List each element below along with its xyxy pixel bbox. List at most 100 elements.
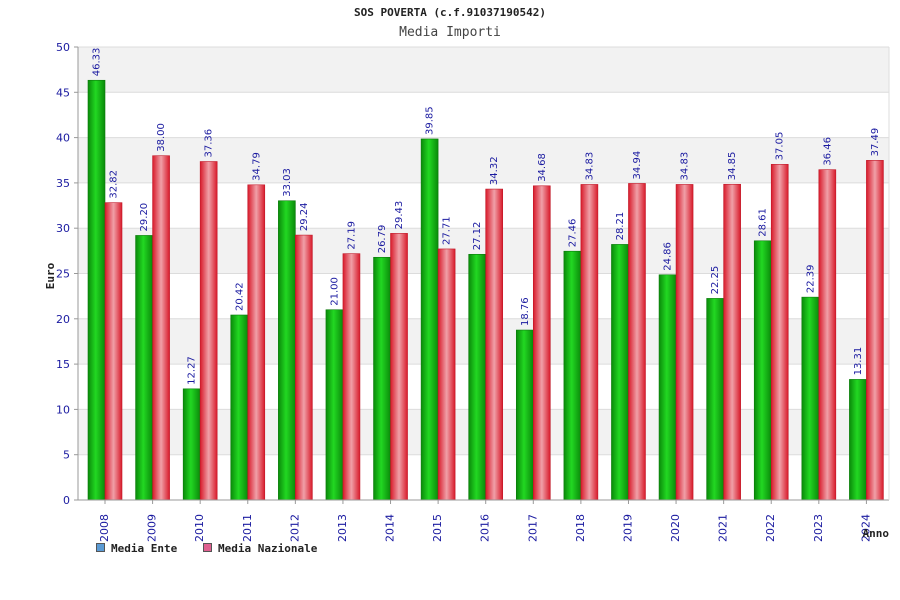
data-label-media-nazionale: 37.49 [870,128,881,157]
x-tick-label: 2013 [336,514,349,542]
data-label-media-nazionale: 32.82 [109,170,120,199]
bar-media-nazionale [675,184,694,501]
data-label-media-nazionale: 37.05 [775,132,786,161]
data-label-media-ente: 27.46 [567,219,578,248]
data-label-media-ente: 18.76 [520,297,531,326]
legend-label-media-nazionale: Media Nazionale [218,542,318,555]
x-tick-label: 2011 [241,514,254,542]
data-label-media-nazionale: 34.94 [632,151,643,180]
y-tick-label: 40 [56,132,70,145]
bar-media-ente [230,314,249,501]
data-label-media-nazionale: 29.43 [394,201,405,230]
bar-media-nazionale [104,202,123,501]
data-label-media-nazionale: 34.79 [251,152,262,181]
data-label-media-nazionale: 36.46 [822,137,833,166]
x-tick-label: 2012 [288,514,301,542]
y-tick-label: 25 [56,268,70,281]
y-tick-label: 45 [56,86,70,99]
bar-media-nazionale [247,184,266,501]
bar-media-ente [801,296,820,501]
data-label-media-nazionale: 34.83 [680,152,691,181]
y-tick-label: 30 [56,222,70,235]
bar-media-ente [658,274,677,501]
x-tick-label: 2022 [764,514,777,542]
bar-media-ente [563,250,582,501]
x-tick-label: 2015 [431,514,444,542]
legend-swatch-media-ente [96,543,105,552]
bar-media-ente [468,253,487,501]
bar-media-nazionale [723,183,741,501]
y-tick-label: 35 [56,177,70,190]
y-tick-label: 15 [56,358,70,371]
bar-media-nazionale [770,164,789,501]
bar-media-ente [753,240,772,501]
bar-media-nazionale [580,184,599,501]
legend-item-media-nazionale: Media Nazionale [203,542,317,555]
chart-title: SOS POVERTA (c.f.91037190542) [353,6,547,19]
data-label-media-nazionale: 34.68 [537,153,548,182]
x-tick-label: 2008 [98,514,111,542]
data-label-media-ente: 33.03 [282,168,293,197]
legend-swatch-media-nazionale [203,543,212,552]
bar-media-nazionale [532,185,551,501]
bar-media-nazionale [485,188,504,501]
x-axis-label: Anno [863,527,890,540]
bars-group [87,79,884,501]
x-tick-label: 2016 [479,514,492,542]
legend-label-media-ente: Media Ente [111,542,178,555]
data-label-media-nazionale: 34.83 [584,152,595,181]
axes: 0 5 10 15 20 25 30 35 40 45 50 2008 2009 2010 2011 2012… [56,41,890,542]
data-label-media-nazionale: 38.00 [156,123,167,152]
bar-media-nazionale [295,234,313,501]
bar-media-ente [611,244,629,501]
x-tick-label: 2014 [384,514,397,542]
data-label-media-nazionale: 29.24 [299,202,310,231]
x-tick-label: 2020 [669,514,682,542]
data-label-media-ente: 28.61 [758,208,769,237]
bar-media-nazionale [818,169,837,501]
x-tick-label: 2021 [717,514,730,542]
data-label-media-nazionale: 34.32 [489,156,500,185]
y-tick-label: 50 [56,41,70,54]
bar-media-ente [87,79,106,501]
data-labels: 46.33 32.82 29.20 38.00 12.27 37.36 20.42 34.79… [92,48,881,385]
bar-media-nazionale [628,183,646,501]
y-tick-label: 20 [56,313,70,326]
data-label-media-ente: 22.39 [805,265,816,294]
plot-band [78,47,889,93]
y-axis-label: Euro [44,262,57,289]
x-tick-label: 2024 [859,514,872,542]
data-label-media-nazionale: 34.85 [727,152,738,181]
bar-media-ente [706,298,724,501]
bar-media-ente [373,256,391,501]
data-label-media-nazionale: 37.36 [204,129,215,158]
plot-band [78,137,889,183]
data-label-media-ente: 27.12 [472,222,483,251]
bar-media-nazionale [199,161,218,501]
bar-media-ente [420,138,439,501]
bar-media-ente [849,379,867,501]
data-label-media-ente: 20.42 [234,282,245,311]
data-label-media-nazionale: 27.71 [442,216,453,245]
bar-media-ente [278,200,296,501]
x-tick-label: 2010 [193,514,206,542]
x-tick-label: 2019 [621,514,634,542]
data-label-media-ente: 24.86 [663,242,674,271]
data-label-media-ente: 39.85 [425,106,436,135]
data-label-media-ente: 22.25 [710,266,721,295]
data-label-media-nazionale: 27.19 [346,221,357,250]
data-label-media-ente: 29.20 [139,203,150,232]
legend-item-media-ente: Media Ente [96,542,177,555]
data-label-media-ente: 28.21 [615,212,626,241]
data-label-media-ente: 13.31 [853,347,864,376]
x-tick-label: 2017 [526,514,539,542]
data-label-media-ente: 21.00 [329,277,340,306]
data-label-media-ente: 26.79 [377,225,388,254]
x-tick-label: 2018 [574,514,587,542]
bar-media-nazionale [866,160,884,501]
bar-media-ente [515,329,534,501]
data-label-media-ente: 12.27 [187,356,198,385]
bar-media-ente [135,235,153,501]
plot-band [78,92,889,138]
